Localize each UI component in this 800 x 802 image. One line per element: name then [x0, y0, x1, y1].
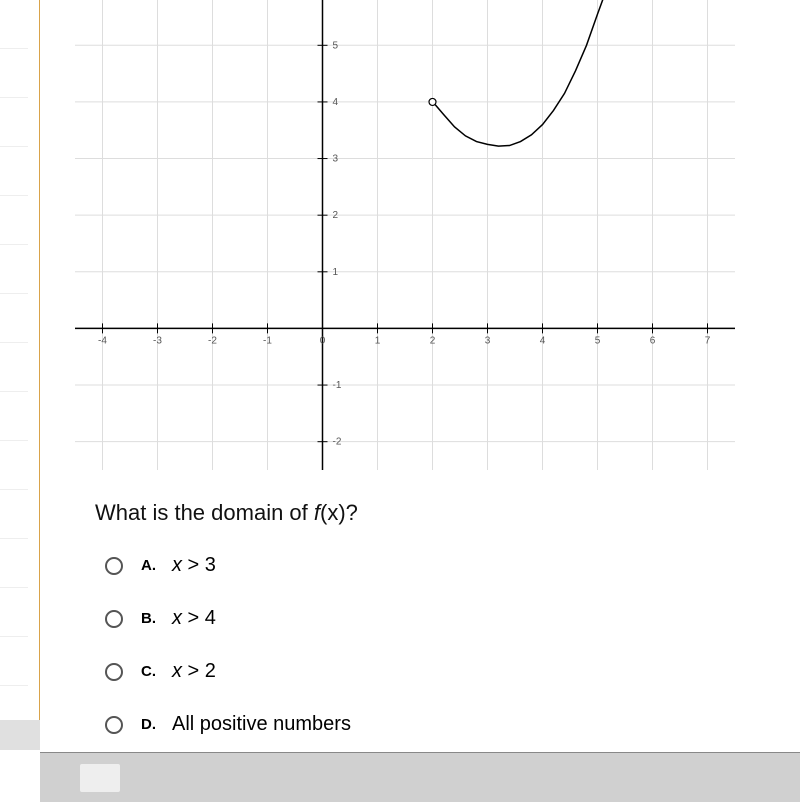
option-letter: B.: [141, 610, 156, 627]
svg-text:4: 4: [333, 97, 339, 108]
left-sidebar-rail: [0, 0, 40, 720]
svg-text:-1: -1: [333, 380, 342, 391]
svg-text:2: 2: [430, 335, 436, 346]
svg-text:7: 7: [705, 335, 711, 346]
option-letter: A.: [141, 557, 156, 574]
svg-text:1: 1: [333, 267, 339, 278]
radio-button[interactable]: [105, 716, 123, 734]
svg-text:4: 4: [540, 335, 546, 346]
rail-footer-block: [0, 720, 40, 750]
question-suffix: ?: [346, 500, 358, 525]
option-row[interactable]: B. x > 4: [105, 607, 780, 630]
radio-button[interactable]: [105, 610, 123, 628]
radio-button[interactable]: [105, 663, 123, 681]
options-list: A. x > 3 B. x > 4 C. x > 2 D. All positive numb…: [95, 554, 780, 736]
option-text: x > 4: [172, 607, 216, 630]
svg-text:5: 5: [333, 40, 339, 51]
svg-text:0: 0: [320, 335, 326, 346]
question-prefix: What is the domain of: [95, 500, 314, 525]
rail-grid: [0, 0, 28, 720]
option-row[interactable]: A. x > 3: [105, 554, 780, 577]
option-text: x > 3: [172, 554, 216, 577]
svg-text:1: 1: [375, 335, 381, 346]
svg-text:3: 3: [333, 154, 339, 165]
option-row[interactable]: C. x > 2: [105, 660, 780, 683]
svg-text:-1: -1: [263, 335, 272, 346]
svg-text:-2: -2: [333, 437, 342, 448]
question-block: What is the domain of f(x)? A. x > 3 B. x >…: [75, 480, 800, 736]
svg-text:2: 2: [333, 210, 339, 221]
chart-container: -4 -3 -2 -1 0 1 2 3 4 5 6 7 -2 -1 1 2 3 4 5: [75, 0, 800, 480]
svg-text:-4: -4: [98, 335, 107, 346]
footer-bar: [40, 752, 800, 802]
option-letter: D.: [141, 716, 156, 733]
svg-text:3: 3: [485, 335, 491, 346]
option-row[interactable]: D. All positive numbers: [105, 713, 780, 736]
option-text: All positive numbers: [172, 713, 351, 736]
svg-text:-3: -3: [153, 335, 162, 346]
question-text: What is the domain of f(x)?: [95, 500, 780, 526]
function-graph: -4 -3 -2 -1 0 1 2 3 4 5 6 7 -2 -1 1 2 3 4 5: [75, 0, 735, 470]
main-content: -4 -3 -2 -1 0 1 2 3 4 5 6 7 -2 -1 1 2 3 4 5 What is the do…: [75, 0, 800, 766]
svg-text:5: 5: [595, 335, 601, 346]
option-text: x > 2: [172, 660, 216, 683]
radio-button[interactable]: [105, 557, 123, 575]
option-letter: C.: [141, 663, 156, 680]
svg-text:6: 6: [650, 335, 656, 346]
svg-text:-2: -2: [208, 335, 217, 346]
footer-icon: [80, 764, 120, 792]
question-arg: (x): [320, 500, 346, 525]
